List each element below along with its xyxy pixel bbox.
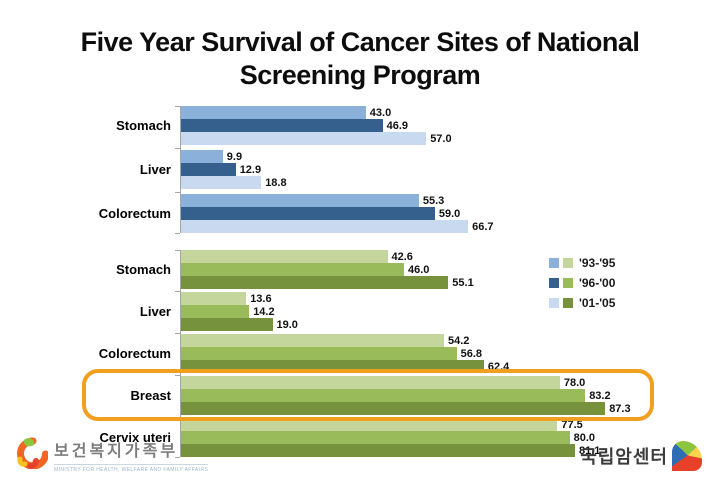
- blue-bar-chart: Stomach 43.0 46.9 57.0 Liver 9.9 12.9 18.8 Color…: [80, 106, 640, 234]
- legend-row: '96-'00: [549, 273, 615, 293]
- bar-'96-'00: [180, 207, 435, 220]
- bar-'96-'00: [180, 163, 236, 176]
- legend-swatch-green: [563, 298, 573, 308]
- ministry-logo-english-text: MINISTRY FOR HEALTH, WELFARE AND FAMILY …: [54, 464, 209, 473]
- bar-value-label: 19.0: [276, 318, 298, 331]
- bar-'93-'95: [180, 150, 223, 163]
- bar-value-label: 59.0: [438, 207, 461, 220]
- bar-'01-'05: [180, 444, 575, 457]
- bar-'01-'05: [180, 276, 449, 289]
- chart-row: Liver 9.9 12.9 18.8: [80, 150, 640, 189]
- bar-value-label: 55.3: [422, 194, 445, 207]
- ministry-logo-text-block: 보건복지가족부 MINISTRY FOR HEALTH, WELFARE AND…: [54, 437, 209, 473]
- bar-value-label: 46.9: [386, 119, 409, 132]
- bar-value-label: 87.3: [609, 402, 631, 415]
- bar-'96-'00: [180, 119, 383, 132]
- legend-swatch-blue: [549, 298, 559, 308]
- breast-highlight-box: [82, 369, 654, 421]
- ministry-logo-korean-text: 보건복지가족부: [54, 443, 179, 460]
- axis-tick: [175, 250, 180, 251]
- axis-tick: [175, 332, 180, 334]
- category-label: Liver: [139, 304, 171, 319]
- legend-label: '93-'95: [579, 256, 616, 270]
- chart-row: Colorectum 55.3 59.0 66.7: [80, 194, 640, 233]
- bar-'01-'05: [180, 402, 606, 415]
- legend-swatch-green: [563, 258, 573, 268]
- bar-'01-'05: [180, 176, 262, 189]
- green-bar-chart: Stomach 42.6 46.0 55.1 Liver 13.6 14.2 19.0 Colo…: [80, 250, 680, 458]
- bar-value-label: 14.2: [253, 305, 275, 318]
- axis-tick: [175, 457, 180, 458]
- bar-'93-'95: [180, 418, 558, 431]
- chart-legend: '93-'95 '96-'00 '01-'05: [549, 253, 615, 313]
- bar-value-label: 43.0: [369, 106, 392, 119]
- bar-value-label: 83.2: [589, 389, 611, 402]
- legend-swatch-blue: [549, 278, 559, 288]
- bar-value-label: 77.5: [561, 418, 583, 431]
- ministry-logo: 보건복지가족부 MINISTRY FOR HEALTH, WELFARE AND…: [16, 437, 209, 474]
- legend-label: '01-'05: [579, 296, 616, 310]
- bar-value-label: 42.6: [391, 250, 413, 263]
- bar-'96-'00: [180, 389, 586, 402]
- legend-row: '93-'95: [549, 253, 615, 273]
- chart-row: Cervix uteri 77.5 80.0 81.1: [80, 418, 680, 457]
- bar-value-label: 55.1: [452, 276, 474, 289]
- bar-value-label: 81.1: [579, 444, 601, 457]
- axis-tick: [175, 191, 180, 193]
- axis-tick: [175, 374, 180, 376]
- bar-value-label: 80.0: [573, 431, 596, 444]
- ncc-leaf-icon: [672, 441, 702, 471]
- bar-value-label: 78.0: [563, 376, 586, 389]
- axis-tick: [175, 290, 180, 292]
- ministry-logo-icon: [16, 437, 49, 474]
- category-label: Breast: [130, 388, 171, 403]
- bar-value-label: 18.8: [265, 176, 287, 189]
- bar-'01-'05: [180, 132, 427, 145]
- legend-label: '96-'00: [579, 276, 616, 290]
- bar-'01-'05: [180, 220, 469, 233]
- bar-'93-'95: [180, 106, 366, 119]
- bar-'93-'95: [180, 250, 388, 263]
- bar-'96-'00: [180, 347, 457, 360]
- axis-tick: [175, 147, 180, 149]
- category-label: Stomach: [116, 118, 171, 133]
- category-label: Stomach: [116, 262, 171, 277]
- bar-value-label: 12.9: [239, 163, 262, 176]
- y-axis-line: [180, 106, 181, 233]
- bar-value-label: 66.7: [472, 220, 494, 233]
- chart-row: Liver 13.6 14.2 19.0: [80, 292, 680, 331]
- axis-tick: [175, 106, 180, 107]
- legend-row: '01-'05: [549, 293, 615, 313]
- y-axis-line: [180, 250, 181, 457]
- category-label: Colorectum: [98, 206, 171, 221]
- category-label: Liver: [139, 162, 171, 177]
- bar-'96-'00: [180, 305, 250, 318]
- bar-'96-'00: [180, 263, 404, 276]
- bar-value-label: 46.0: [408, 263, 430, 276]
- bar-'93-'95: [180, 334, 444, 347]
- bar-'01-'05: [180, 318, 273, 331]
- bar-value-label: 57.0: [430, 132, 452, 145]
- axis-tick: [175, 233, 180, 234]
- bar-'93-'95: [180, 292, 247, 305]
- chart-row: Breast 78.0 83.2 87.3: [80, 376, 680, 415]
- bar-value-label: 13.6: [250, 292, 272, 305]
- legend-swatch-green: [563, 278, 573, 288]
- category-label: Colorectum: [98, 346, 171, 361]
- bar-'93-'95: [180, 194, 419, 207]
- chart-row: Stomach 42.6 46.0 55.1: [80, 250, 680, 289]
- legend-swatch-blue: [549, 258, 559, 268]
- ncc-logo: 국립암센터: [580, 441, 702, 471]
- bar-value-label: 54.2: [448, 334, 470, 347]
- bar-'96-'00: [180, 431, 570, 444]
- ncc-logo-text: 국립암센터: [580, 447, 668, 467]
- bar-'93-'95: [180, 376, 560, 389]
- category-label: Cervix uteri: [99, 430, 171, 445]
- bar-value-label: 9.9: [226, 150, 243, 163]
- chart-title: Five Year Survival of Cancer Sites of Na…: [80, 27, 640, 90]
- chart-row: Stomach 43.0 46.9 57.0: [80, 106, 640, 145]
- chart-row: Colorectum 54.2 56.8 62.4: [80, 334, 680, 373]
- bar-value-label: 56.8: [460, 347, 483, 360]
